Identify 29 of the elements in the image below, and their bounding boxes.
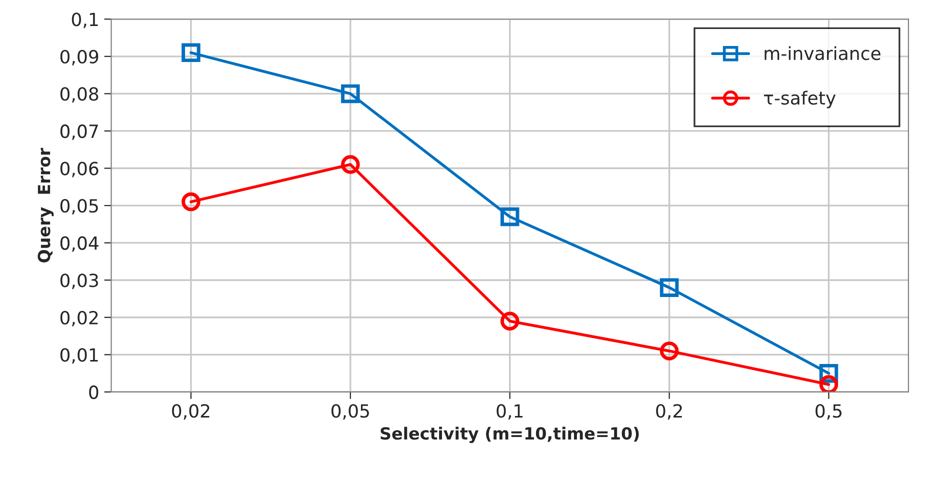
y-tick-label: 0,08 xyxy=(60,87,98,103)
x-axis-title: Selectivity (m=10,time=10) xyxy=(380,426,639,444)
y-tick-label: 0,09 xyxy=(60,50,98,66)
point xyxy=(182,192,200,212)
y-axis-title: Query Error xyxy=(38,148,54,262)
y-tick-label: 0,02 xyxy=(60,310,98,326)
x-tick-label: 0,2 xyxy=(656,404,682,420)
x-tick-label: 0,02 xyxy=(172,404,210,420)
x-tick-label: 0,1 xyxy=(496,404,523,420)
y-tick-label: 0,03 xyxy=(60,274,98,290)
y-tick-label: 0,07 xyxy=(60,124,98,140)
point xyxy=(500,312,520,330)
y-tick-label: 0,04 xyxy=(60,236,98,252)
point xyxy=(500,207,520,226)
point xyxy=(341,84,360,104)
x-tick-label: 0,05 xyxy=(331,404,369,420)
x-tick-label: 0,5 xyxy=(816,404,842,420)
y-tick-label: 0,06 xyxy=(60,162,98,178)
y-tick-label: 0,01 xyxy=(60,348,98,364)
point xyxy=(819,375,838,392)
point xyxy=(182,43,200,62)
y-tick-label: 0,05 xyxy=(60,199,98,214)
point xyxy=(660,342,679,360)
y-tick-label: 0,1 xyxy=(72,12,98,28)
point xyxy=(341,155,360,174)
y-tick-label: 0 xyxy=(89,385,98,400)
point xyxy=(660,278,679,297)
legend-label: m-invariance xyxy=(764,46,880,60)
legend-label: τ-safety xyxy=(764,90,836,108)
